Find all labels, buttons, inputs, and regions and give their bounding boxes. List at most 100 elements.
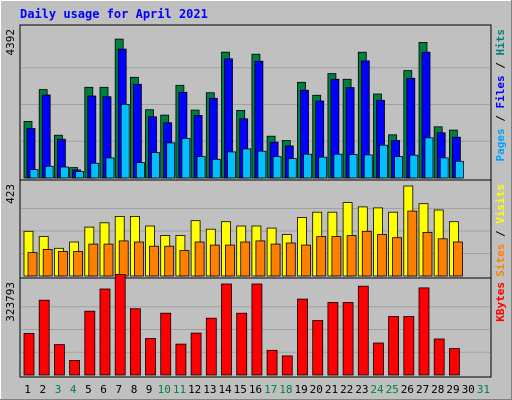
bar-sites-day-2 — [42, 248, 53, 277]
bar-pages-day-19 — [303, 153, 312, 179]
x-tick-day-25: 25 — [386, 383, 399, 396]
bar-kbytes-day-21 — [327, 302, 339, 376]
bar-kbytes-day-2 — [38, 299, 50, 376]
bar-sites-day-26 — [407, 210, 418, 277]
bar-pages-day-28 — [439, 157, 449, 179]
panel-top: 4392 Pages / Files / Hits — [4, 24, 507, 181]
x-tick-day-8: 8 — [131, 383, 138, 396]
bar-sites-day-11 — [179, 250, 190, 277]
x-tick-day-22: 22 — [340, 383, 353, 396]
x-tick-day-6: 6 — [100, 383, 107, 396]
bar-kbytes-day-17 — [266, 349, 278, 376]
bar-pages-day-2 — [44, 165, 54, 179]
bar-kbytes-day-24 — [373, 342, 384, 376]
panel-mid: 423 Sites / Visits — [4, 179, 507, 279]
bar-pages-day-26 — [409, 154, 419, 179]
x-tick-day-21: 21 — [325, 383, 338, 396]
bar-sites-day-16 — [255, 240, 266, 277]
bar-pages-day-22 — [348, 154, 358, 179]
bar-kbytes-day-19 — [297, 298, 308, 376]
bar-sites-day-22 — [346, 235, 357, 277]
x-tick-day-10: 10 — [158, 383, 171, 396]
bar-sites-day-24 — [377, 234, 387, 277]
x-tick-day-24: 24 — [370, 383, 384, 396]
bar-pages-day-11 — [181, 138, 191, 179]
chart-title: Daily usage for April 2021 — [20, 7, 208, 21]
x-tick-day-3: 3 — [55, 383, 62, 396]
x-tick-day-9: 9 — [146, 383, 153, 396]
series-kbytes — [23, 273, 460, 376]
legend-item: Files — [494, 75, 507, 108]
bar-kbytes-day-14 — [221, 283, 232, 376]
bar-sites-day-7 — [118, 240, 129, 277]
bar-pages-day-16 — [257, 150, 267, 179]
bar-sites-day-17 — [270, 243, 281, 277]
bar-pages-day-14 — [227, 151, 236, 179]
bar-sites-day-14 — [225, 244, 235, 277]
bar-kbytes-day-5 — [84, 310, 96, 376]
bar-sites-day-21 — [331, 236, 342, 277]
bar-kbytes-day-26 — [403, 316, 415, 376]
x-tick-day-5: 5 — [85, 383, 92, 396]
bar-pages-day-25 — [394, 156, 404, 179]
bar-sites-day-29 — [452, 241, 463, 277]
bar-kbytes-day-11 — [175, 343, 187, 376]
legend-item: Pages — [494, 128, 507, 161]
bar-pages-day-18 — [287, 158, 297, 179]
bar-kbytes-day-18 — [281, 355, 293, 376]
x-axis-labels: 1 2 3 4 5 6 7 8 9 10 11 12 13 14 15 16 17 18 19 20 21 22 23 24 2… — [24, 383, 490, 396]
x-tick-day-23: 23 — [355, 383, 368, 396]
x-tick-day-29: 29 — [446, 383, 459, 396]
panel-bottom-legend: KBytes — [494, 282, 507, 322]
bar-kbytes-day-3 — [54, 344, 65, 376]
bar-kbytes-day-29 — [448, 348, 460, 376]
bar-pages-day-21 — [333, 153, 343, 179]
bar-kbytes-day-15 — [236, 312, 248, 376]
bar-pages-day-24 — [379, 144, 388, 179]
bar-sites-day-3 — [58, 251, 68, 277]
x-tick-day-1: 1 — [24, 383, 31, 396]
panel-top-max-label: 4392 — [4, 29, 17, 56]
bar-pages-day-10 — [166, 142, 176, 179]
bar-sites-day-15 — [240, 241, 251, 277]
bar-pages-day-4 — [75, 171, 84, 179]
bar-pages-day-12 — [196, 156, 206, 179]
x-tick-day-17: 17 — [264, 383, 277, 396]
x-tick-day-12: 12 — [188, 383, 201, 396]
bar-sites-day-18 — [285, 242, 296, 277]
bar-kbytes-day-20 — [312, 320, 324, 376]
x-tick-day-11: 11 — [173, 383, 186, 396]
bar-pages-day-13 — [211, 158, 221, 179]
legend-item: Sites — [494, 244, 507, 277]
bar-sites-day-5 — [88, 243, 99, 277]
x-tick-day-2: 2 — [39, 383, 46, 396]
legend-item: / — [494, 224, 507, 244]
bar-pages-day-3 — [60, 166, 69, 179]
legend-item: Visits — [494, 184, 507, 224]
x-tick-day-28: 28 — [431, 383, 444, 396]
bar-pages-day-27 — [424, 137, 434, 179]
bar-pages-day-20 — [318, 156, 328, 179]
bar-pages-day-29 — [454, 160, 464, 179]
bar-sites-day-13 — [209, 244, 220, 277]
x-tick-day-19: 19 — [294, 383, 307, 396]
bar-sites-day-8 — [133, 241, 144, 277]
bar-pages-day-9 — [151, 152, 160, 179]
series-pages — [29, 104, 464, 179]
bar-sites-day-1 — [27, 252, 38, 277]
bar-kbytes-day-4 — [69, 359, 80, 376]
panel-top-legend: Pages / Files / Hits — [494, 29, 507, 162]
bar-pages-day-7 — [120, 104, 130, 179]
x-tick-day-13: 13 — [203, 383, 216, 396]
bar-pages-day-23 — [363, 154, 373, 179]
bar-sites-day-9 — [149, 245, 159, 277]
legend-item: / — [494, 56, 507, 76]
legend-item: KBytes — [494, 282, 507, 322]
bar-kbytes-day-16 — [251, 283, 263, 376]
panel-mid-max-label: 423 — [4, 184, 17, 204]
legend-item: Hits — [494, 29, 507, 56]
bar-sites-day-20 — [316, 236, 327, 277]
bar-kbytes-day-23 — [357, 285, 369, 376]
bar-pages-day-5 — [90, 162, 100, 179]
bar-kbytes-day-12 — [190, 332, 202, 376]
